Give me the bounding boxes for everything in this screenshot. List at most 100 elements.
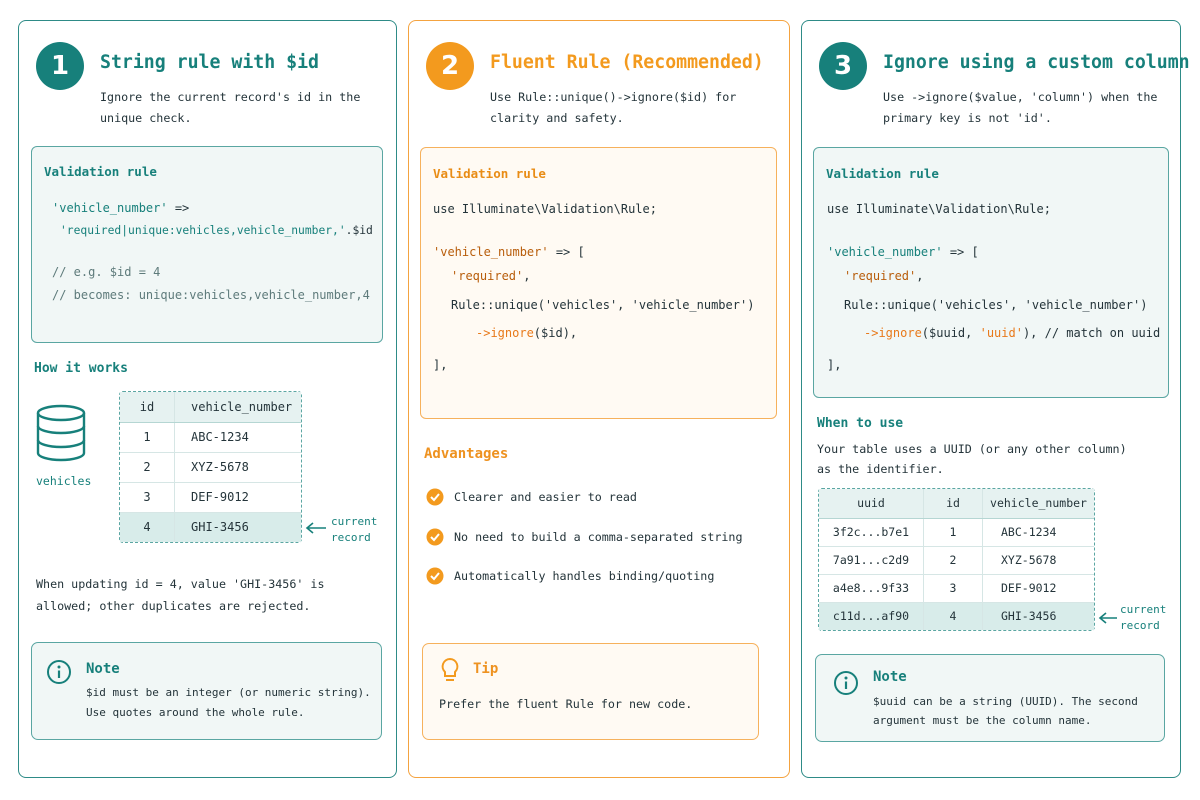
database-label: vehicles: [36, 474, 92, 488]
code-token: // becomes: unique:vehicles,vehicle_numb…: [52, 288, 370, 302]
code-line: use Illuminate\Validation\Rule;: [433, 202, 657, 216]
tip-text: Prefer the fluent Rule for new code.: [439, 697, 693, 711]
code-token: => [: [942, 245, 979, 259]
code-token: 'required|unique:vehicles,vehicle_number…: [60, 224, 346, 237]
code-line: 'required',: [844, 269, 923, 283]
code-token: ],: [827, 358, 842, 372]
table-cell: 3: [923, 573, 983, 602]
info-icon: [47, 660, 71, 684]
table-cell: c11d...af90: [819, 601, 924, 630]
check-icons: [426, 488, 444, 585]
table-cell: a4e8...9f33: [819, 573, 924, 602]
table-cell: 1: [923, 517, 983, 546]
table-cell: 7a91...c2d9: [819, 545, 924, 574]
table-cell: DEF-9012: [174, 481, 301, 512]
code-token: 'required': [451, 269, 524, 283]
section-heading: When to use: [817, 416, 904, 431]
code-token: => [: [548, 245, 585, 259]
arrow: [305, 522, 326, 534]
panel: 2 Fluent Rule (Recommended) Use Rule::un…: [408, 20, 790, 778]
code-box: Validation rule use Illuminate\Validatio…: [420, 147, 777, 419]
code-token: ],: [433, 358, 448, 372]
table-cell: GHI-3456: [982, 601, 1094, 630]
code-line: ],: [827, 358, 841, 372]
code-line: Rule::unique('vehicles', 'vehicle_number…: [451, 298, 754, 312]
table-header: vehicle_number: [174, 392, 301, 423]
panel-title: Ignore using a custom column: [883, 52, 1190, 73]
code-token: ->ignore: [476, 326, 534, 340]
code-token: ->ignore: [864, 326, 922, 340]
step-number: 1: [36, 42, 84, 90]
code-token: 'vehicle_number': [433, 245, 549, 259]
note-box: Note $uuid can be a string (UUID). The s…: [815, 654, 1165, 742]
panel-description: Use Rule::unique()->ignore($id) for clar…: [490, 90, 737, 125]
code-line: 'required|unique:vehicles,vehicle_number…: [60, 224, 373, 237]
note-text: $id must be an integer (or numeric strin…: [86, 686, 371, 719]
section-text: Your table uses a UUID (or any other col…: [817, 442, 1127, 476]
code-box: Validation rule 'vehicle_number' => 'req…: [31, 146, 383, 343]
table-cell: 2: [120, 451, 175, 482]
table-cell: DEF-9012: [982, 573, 1094, 602]
code-heading: Validation rule: [826, 166, 939, 181]
bulb-icon: [441, 657, 459, 681]
info-icon: [834, 671, 858, 695]
caption: When updating id = 4, value 'GHI-3456' i…: [36, 577, 325, 613]
advantage-item: Clearer and easier to read: [454, 490, 637, 504]
note-title: Note: [873, 669, 907, 685]
code-token: 'required': [844, 269, 917, 283]
annotation: current record: [1120, 603, 1167, 632]
section-heading: Advantages: [424, 446, 509, 462]
code-token: 'vehicle_number': [52, 201, 168, 215]
code-token: ($id),: [533, 326, 578, 340]
panel-description: Use ->ignore($value, 'column') when the …: [883, 90, 1158, 125]
code-line: ->ignore($uuid, 'uuid'), // match on uui…: [864, 326, 1160, 340]
panel: 3 Ignore using a custom column Use ->ign…: [801, 20, 1190, 778]
code-line: ->ignore($id),: [476, 326, 577, 340]
code-line: Rule::unique('vehicles', 'vehicle_number…: [844, 298, 1147, 312]
table-cell: 3: [120, 481, 175, 512]
code-line: ],: [433, 358, 447, 372]
table-cell: 2: [923, 545, 983, 574]
code-token: use Illuminate\Validation\Rule;: [827, 202, 1051, 216]
panel-title: String rule with $id: [100, 52, 319, 73]
code-token: // e.g. $id = 4: [52, 265, 161, 279]
table-cell: 4: [923, 601, 983, 630]
table-cell: GHI-3456: [174, 511, 301, 542]
code-token: ,: [523, 269, 531, 283]
table-cell: XYZ-5678: [982, 545, 1094, 574]
database-icon: [36, 404, 86, 462]
table-cell: 4: [120, 511, 175, 542]
code-token: .$id: [345, 224, 373, 237]
code-token: Rule::unique('vehicles', 'vehicle_number…: [451, 298, 755, 312]
code-token: Rule::unique('vehicles', 'vehicle_number…: [844, 298, 1148, 312]
advantage-item: Automatically handles binding/quoting: [454, 569, 715, 583]
table-cell: 1: [120, 421, 175, 452]
table: id vehicle_number 1 ABC-1234 2 XYZ-5678 3 DE…: [119, 391, 302, 543]
code-line: use Illuminate\Validation\Rule;: [827, 202, 1051, 216]
code-token: =>: [167, 201, 190, 215]
code-line: // e.g. $id = 4: [52, 265, 160, 279]
tip-title: Tip: [473, 661, 499, 677]
code-token: ), // match on uuid: [1022, 326, 1161, 340]
tip-box: Tip Prefer the fluent Rule for new code.: [422, 643, 759, 740]
code-token: ,: [916, 269, 924, 283]
code-token: 'vehicle_number': [827, 245, 943, 259]
note-box: Note $id must be an integer (or numeric …: [31, 642, 382, 740]
panel-title: Fluent Rule (Recommended): [490, 52, 764, 73]
table-header: id: [923, 489, 983, 519]
table-cell: XYZ-5678: [174, 451, 301, 482]
code-line: 'vehicle_number' =>: [52, 201, 189, 215]
code-line: 'vehicle_number' => [: [827, 245, 979, 259]
table: uuid id vehicle_number 3f2c...b7e1 1 ABC-123…: [818, 488, 1095, 631]
step-number: 3: [819, 42, 867, 90]
panel: 1 String rule with $id Ignore the curren…: [18, 20, 397, 778]
code-line: 'vehicle_number' => [: [433, 245, 585, 259]
note-text: $uuid can be a string (UUID). The second…: [873, 695, 1138, 727]
table-header: vehicle_number: [982, 489, 1094, 519]
note-title: Note: [86, 661, 120, 677]
code-token: ($uuid,: [921, 326, 980, 340]
table-cell: 3f2c...b7e1: [819, 517, 924, 546]
code-line: 'required',: [451, 269, 530, 283]
code-token: use Illuminate\Validation\Rule;: [433, 202, 657, 216]
